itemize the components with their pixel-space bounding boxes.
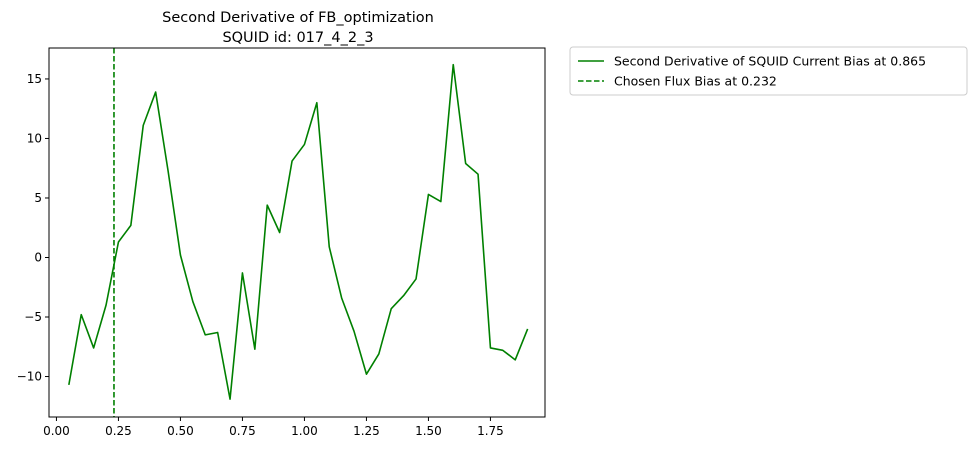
y-tick-label: 5: [34, 191, 42, 205]
x-tick-label: 0.50: [167, 424, 194, 438]
y-tick-label: −5: [24, 310, 42, 324]
series-line-current-bias: [68, 63, 529, 400]
chart-title: Second Derivative of FB_optimization: [162, 10, 434, 26]
y-tick-label: 15: [27, 72, 42, 86]
x-tick-label: 1.25: [353, 424, 380, 438]
y-tick-label: 10: [27, 131, 42, 145]
y-tick-label: 0: [34, 250, 42, 264]
legend-frame: [569, 46, 968, 96]
y-axis: −10 −5 0 5 10 15: [17, 72, 49, 384]
chart-subtitle: SQUID id: 017_4_2_3: [222, 30, 373, 46]
legend: Second Derivative of SQUID Current Bias …: [569, 46, 968, 96]
x-tick-label: 0.25: [105, 424, 132, 438]
x-tick-label: 1.00: [291, 424, 318, 438]
legend-label-flux-bias: Chosen Flux Bias at 0.232: [614, 74, 777, 89]
x-tick-label: 0.00: [43, 424, 70, 438]
x-tick-label: 0.75: [229, 424, 256, 438]
legend-label-current-bias: Second Derivative of SQUID Current Bias …: [614, 54, 926, 69]
plot-frame: [48, 47, 546, 418]
x-tick-label: 1.50: [415, 424, 442, 438]
y-tick-label: −10: [17, 370, 42, 384]
x-tick-label: 1.75: [477, 424, 504, 438]
plot-area: [68, 48, 529, 417]
x-axis: 0.00 0.25 0.50 0.75 1.00 1.25 1.50 1.75: [43, 417, 504, 438]
